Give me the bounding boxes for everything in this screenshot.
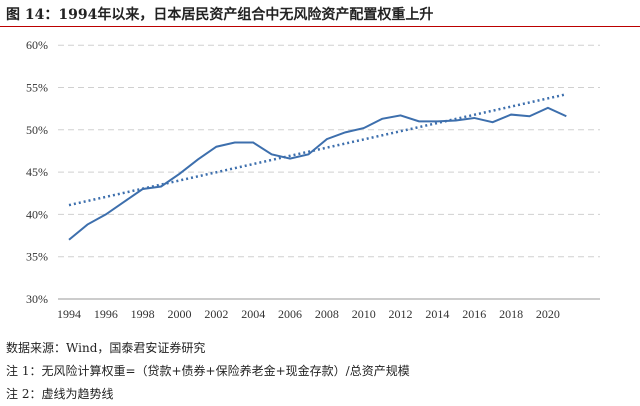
y-tick-label: 45% [26,165,48,179]
y-tick-label: 55% [26,81,48,95]
note-2: 注 2：虚线为趋势线 [6,387,114,401]
title-rule [0,26,640,27]
x-tick-label: 1998 [131,307,155,321]
x-tick-label: 2004 [241,307,265,321]
x-tick-label: 2006 [278,307,302,321]
x-tick-label: 1996 [94,307,118,321]
x-tick-label: 2012 [389,307,413,321]
y-tick-label: 30% [26,292,48,306]
chart-title: 图 14：1994年以来，日本居民资产组合中无风险资产配置权重上升 [6,7,434,23]
note-1: 注 1：无风险计算权重=（贷款+债券+保险养老金+现金存款）/总资产规模 [6,364,410,378]
x-tick-label: 2018 [499,307,523,321]
x-tick-label: 2016 [462,307,486,321]
x-tick-label: 2020 [536,307,560,321]
y-tick-label: 50% [26,123,48,137]
x-tick-label: 2008 [315,307,339,321]
x-tick-label: 2014 [425,307,449,321]
line-chart: 30% 35% 40% 45% 50% 55% 60% 1994 1996 1998 2000 200… [26,38,600,321]
x-tick-label: 2010 [352,307,376,321]
data-line [68,106,567,241]
x-tick-label: 1994 [57,307,81,321]
x-tick-label: 2000 [168,307,192,321]
y-tick-label: 40% [26,207,48,221]
y-tick-label: 35% [26,250,48,264]
trend-line [68,93,567,207]
y-tick-label: 60% [26,38,48,52]
source-note: 数据来源：Wind，国泰君安证券研究 [6,341,206,355]
x-tick-label: 2002 [204,307,228,321]
